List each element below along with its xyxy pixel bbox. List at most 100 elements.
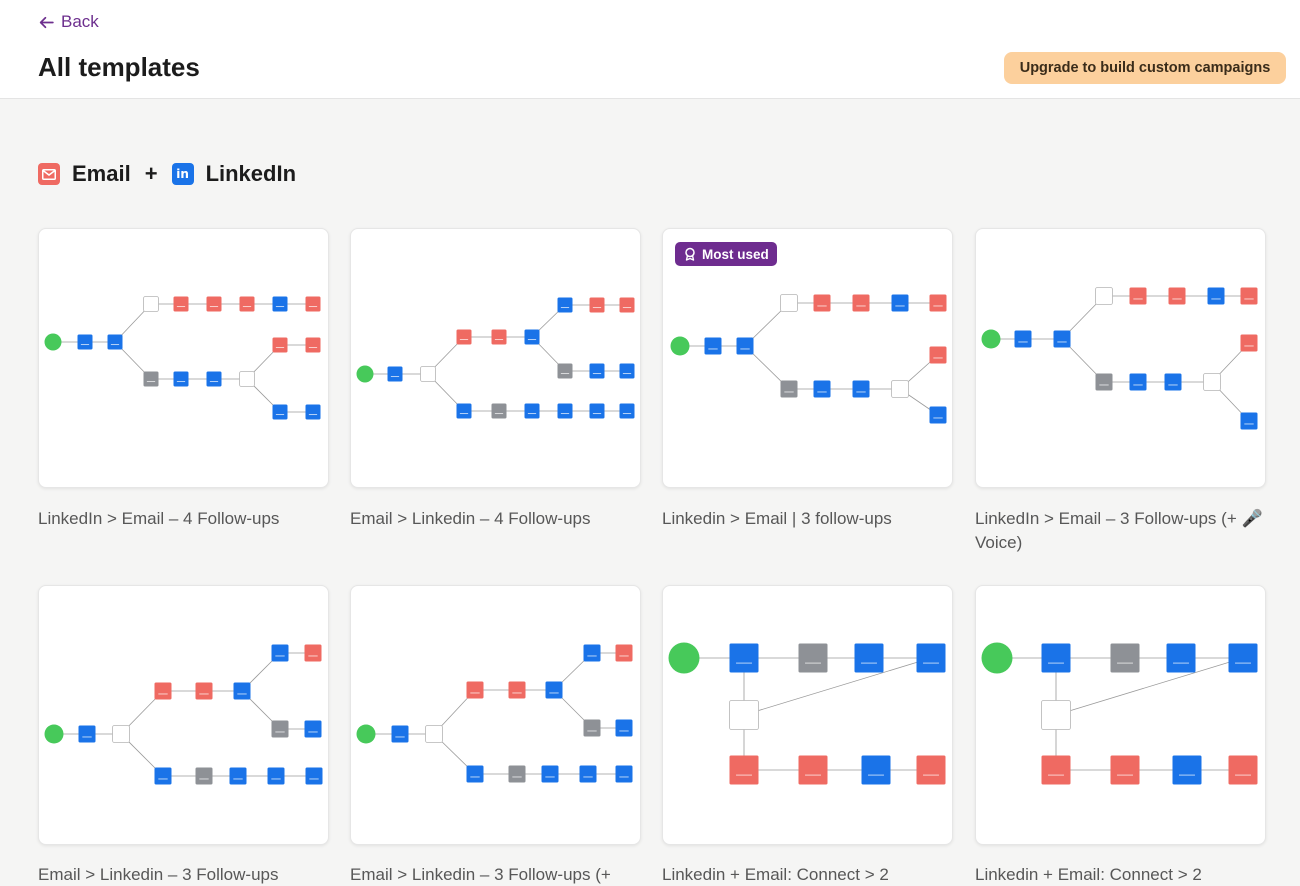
- linkedin-step-node: [1207, 287, 1225, 305]
- linkedin-step-node: [891, 294, 909, 312]
- start-node: [981, 642, 1013, 674]
- page-header: Back All templates Upgrade to build cust…: [0, 0, 1300, 99]
- linkedin-step-node: [929, 406, 947, 424]
- back-link[interactable]: Back: [38, 12, 99, 32]
- condition-node: [425, 725, 443, 743]
- email-step-node: [305, 337, 321, 353]
- linkedin-step-node: [107, 334, 123, 350]
- email-step-node: [1129, 287, 1147, 305]
- linkedin-step-node: [916, 643, 946, 673]
- linkedin-step-node: [154, 767, 172, 785]
- email-step-node: [852, 294, 870, 312]
- template-card[interactable]: [975, 585, 1266, 845]
- template-name[interactable]: Email > Linkedin – 4 Follow-ups: [350, 509, 591, 528]
- linkedin-step-node: [1053, 330, 1071, 348]
- condition-node: [112, 725, 130, 743]
- start-node: [981, 329, 1001, 349]
- linkedin-step-node: [736, 337, 754, 355]
- wait-step-node: [1095, 373, 1113, 391]
- template-card[interactable]: [975, 228, 1266, 488]
- email-step-node: [1110, 755, 1140, 785]
- template-name[interactable]: Linkedin + Email: Connect > 2: [975, 865, 1202, 884]
- linkedin-step-node: [704, 337, 722, 355]
- linkedin-step-node: [619, 363, 635, 379]
- condition-node: [143, 296, 159, 312]
- linkedin-step-node: [1166, 643, 1196, 673]
- email-step-node: [305, 296, 321, 312]
- template-name[interactable]: LinkedIn > Email – 4 Follow-ups: [38, 509, 280, 528]
- linkedin-step-node: [1228, 643, 1258, 673]
- email-step-node: [798, 755, 828, 785]
- template-card[interactable]: Most used: [662, 228, 953, 488]
- template-card[interactable]: [662, 585, 953, 845]
- wait-step-node: [508, 765, 526, 783]
- template-name[interactable]: LinkedIn > Email – 3 Follow-ups (+ 🎤 Voi…: [975, 509, 1263, 552]
- template-name[interactable]: Linkedin + Email: Connect > 2: [662, 865, 889, 884]
- email-step-node: [491, 329, 507, 345]
- upgrade-button[interactable]: Upgrade to build custom campaigns: [1004, 52, 1286, 84]
- email-step-node: [1240, 287, 1258, 305]
- linkedin-step-node: [557, 297, 573, 313]
- email-step-node: [729, 755, 759, 785]
- email-step-node: [1240, 334, 1258, 352]
- email-step-node: [272, 337, 288, 353]
- linkedin-step-node: [1172, 755, 1202, 785]
- section-title-linkedin: LinkedIn: [205, 161, 297, 186]
- email-step-node: [615, 644, 633, 662]
- linkedin-step-node: [304, 720, 322, 738]
- wait-step-node: [798, 643, 828, 673]
- wait-step-node: [195, 767, 213, 785]
- wait-step-node: [1110, 643, 1140, 673]
- email-step-node: [1041, 755, 1071, 785]
- section-title: Email + in LinkedIn: [38, 159, 296, 189]
- start-node: [670, 336, 690, 356]
- plus-sign: +: [144, 161, 158, 186]
- wait-step-node: [143, 371, 159, 387]
- linkedin-step-node: [1041, 643, 1071, 673]
- linkedin-step-node: [206, 371, 222, 387]
- linkedin-step-node: [78, 725, 96, 743]
- workflow-preview: [981, 287, 1258, 430]
- linkedin-icon: in: [171, 163, 194, 185]
- start-node: [356, 724, 376, 744]
- email-step-node: [154, 682, 172, 700]
- arrow-left-icon: [39, 16, 54, 28]
- template-name[interactable]: Linkedin > Email | 3 follow-ups: [662, 509, 892, 528]
- template-name[interactable]: Email > Linkedin – 3 Follow-ups (+: [350, 865, 611, 884]
- wait-step-node: [271, 720, 289, 738]
- linkedin-step-node: [233, 682, 251, 700]
- email-icon: [38, 163, 60, 185]
- linkedin-step-node: [557, 403, 573, 419]
- template-card[interactable]: [350, 228, 641, 488]
- page-title: All templates: [38, 52, 200, 82]
- email-step-node: [1168, 287, 1186, 305]
- template-name[interactable]: Email > Linkedin – 3 Follow-ups: [38, 865, 279, 884]
- email-step-node: [466, 681, 484, 699]
- email-step-node: [589, 297, 605, 313]
- linkedin-step-node: [267, 767, 285, 785]
- condition-node: [891, 380, 909, 398]
- template-card[interactable]: [38, 585, 329, 845]
- condition-node: [729, 700, 759, 730]
- email-step-node: [304, 644, 322, 662]
- workflow-preview: [670, 294, 947, 424]
- linkedin-step-node: [852, 380, 870, 398]
- linkedin-step-node: [854, 643, 884, 673]
- linkedin-step-node: [1014, 330, 1032, 348]
- template-card[interactable]: [350, 585, 641, 845]
- linkedin-step-node: [77, 334, 93, 350]
- linkedin-step-node: [272, 404, 288, 420]
- email-step-node: [173, 296, 189, 312]
- linkedin-step-node: [583, 644, 601, 662]
- award-icon: [685, 247, 695, 261]
- email-step-node: [195, 682, 213, 700]
- connector-line: [1055, 657, 1244, 716]
- workflow-preview: [356, 297, 635, 419]
- condition-node: [1095, 287, 1113, 305]
- email-step-node: [813, 294, 831, 312]
- email-step-node: [619, 297, 635, 313]
- linkedin-step-node: [813, 380, 831, 398]
- workflow-preview: [356, 644, 633, 783]
- template-card[interactable]: [38, 228, 329, 488]
- wait-step-node: [583, 719, 601, 737]
